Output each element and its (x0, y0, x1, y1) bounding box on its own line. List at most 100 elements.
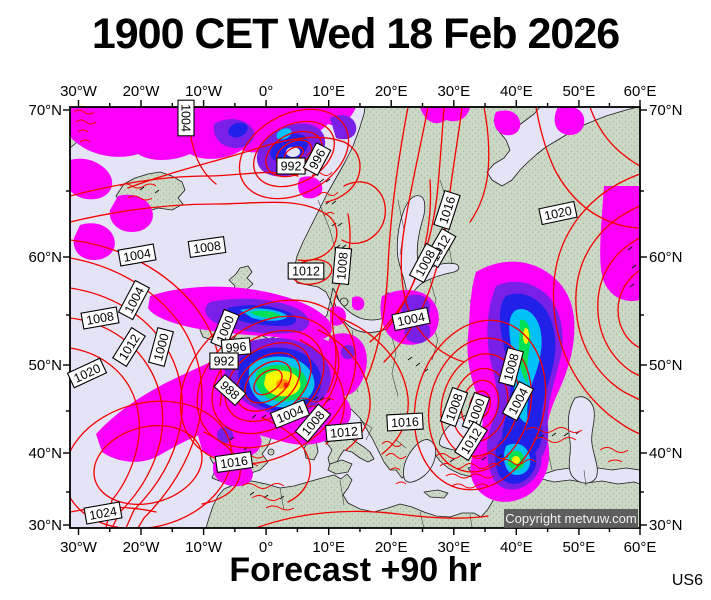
lon-label-top: 40°E (500, 83, 533, 100)
isobar-label: 1004 (391, 306, 431, 332)
lon-label-bottom: 40°E (500, 539, 533, 556)
isobar-label-box (497, 347, 525, 387)
forecast-hour-label: Forecast +90 hr (229, 551, 482, 589)
isobar-label-box (83, 501, 123, 525)
lon-label-bottom: 30°E (437, 539, 470, 556)
isobar-label-box (117, 279, 151, 321)
map-frame (69, 106, 641, 529)
isobar-label-value: 1016 (219, 454, 249, 472)
isobar-label: 992 (209, 352, 239, 370)
isobar-label-box (454, 420, 488, 462)
copyright-badge: Copyright metvuw.com (504, 509, 638, 528)
isobar-label-box (538, 200, 578, 226)
chart-title: 1900 CET Wed 18 Feb 2026 (91, 10, 620, 58)
isobar-label: 996 (302, 142, 332, 176)
isobar-label-box (439, 386, 469, 428)
model-id-label: US6 (671, 572, 703, 589)
lon-label-bottom: 0° (259, 539, 273, 556)
lon-label-bottom: 30°W (60, 539, 98, 556)
isobar-label-value: 1008 (85, 309, 115, 328)
isobar-label: 1012 (287, 262, 325, 280)
isobar-label: 1016 (433, 189, 461, 231)
isobar-label-value: 996 (225, 340, 247, 356)
lon-label-top: 30°E (437, 83, 470, 100)
axis-layer: 30°W 30°W 20°W 20°W 10°W 10°W 0° 0° 10°E 10°E 20°E… (28, 83, 682, 556)
isobar-label: 1016 (214, 450, 254, 474)
lat-label-left: 70°N (28, 102, 62, 119)
isobar-label: 1004 (117, 243, 157, 267)
isobar-label-value: 1016 (391, 415, 420, 430)
isobar-label: 1012 (324, 421, 364, 443)
isobar-label: 1004 (177, 99, 195, 137)
isobar-label-box (214, 450, 254, 474)
sea-caspian (567, 396, 598, 484)
land-sicily (327, 459, 353, 475)
lat-label-left: 30°N (28, 517, 62, 534)
isobar-label: 1000 (147, 327, 175, 367)
lon-label-bottom: 60°E (624, 539, 657, 556)
isobar-label-value: 1000 (151, 332, 172, 363)
isobar-label: 992 (276, 157, 306, 175)
isobar-label-value: 1008 (192, 239, 222, 257)
isobar-label: 1020 (538, 200, 578, 226)
isobar-label-box (269, 399, 311, 429)
isobar-label-value: 1004 (122, 246, 152, 265)
isobar-label-box (147, 327, 175, 367)
isobar-label-box (331, 246, 353, 286)
isobar-contours (70, 107, 640, 528)
isobar-label-box (408, 242, 442, 284)
isobar-label-box (386, 412, 424, 432)
lon-label-top: 10°W (185, 83, 223, 100)
isobar-label-box (294, 403, 332, 443)
lon-label-top: 30°W (60, 83, 98, 100)
lon-label-top: 10°E (312, 83, 345, 100)
isobar-label: 1008 (331, 246, 353, 286)
lat-label-right: 60°N (649, 249, 683, 266)
lon-label-bottom: 50°E (563, 539, 596, 556)
lat-label-right: 70°N (649, 102, 683, 119)
isobar-label-box (213, 373, 247, 407)
lat-label-left: 40°N (28, 445, 62, 462)
isobar-label-value: 992 (214, 355, 235, 369)
lon-label-top: 20°E (375, 83, 408, 100)
lon-label-bottom: 10°W (185, 539, 223, 556)
isobar-label: 1012 (454, 420, 488, 462)
isobar-label: 1016 (386, 412, 424, 432)
lat-label-left: 50°N (28, 357, 62, 374)
isobar-label: 1008 (80, 306, 120, 330)
isobar-label-box (302, 142, 332, 176)
isobar-label-box (391, 306, 431, 332)
isobar-label: 1008 (187, 235, 227, 259)
isobar-label-value: 1004 (396, 310, 426, 329)
lat-label-right: 50°N (649, 357, 683, 374)
lon-label-bottom: 10°E (312, 539, 345, 556)
map-canvas (70, 107, 640, 528)
isobar-label-box (210, 308, 240, 350)
lon-label-bottom: 20°W (123, 539, 161, 556)
lon-label-top: 60°E (624, 83, 657, 100)
lon-label-top: 0° (259, 83, 273, 100)
isobar-label-box (187, 235, 227, 259)
isobar-label-value: 1020 (543, 204, 573, 223)
isobar-label-box (177, 99, 195, 137)
land-balearics (267, 448, 275, 456)
isobar-label-box (117, 243, 157, 267)
isobar-label-box (112, 326, 146, 368)
isobar-label-box (66, 357, 108, 389)
isobar-label-box (433, 189, 461, 231)
lon-label-top: 20°W (123, 83, 161, 100)
isobar-label-value: 1012 (292, 265, 320, 279)
isobar-label: 1008 (497, 347, 525, 387)
isobar-label: 1008 (439, 386, 469, 428)
sea-aegean (403, 439, 437, 483)
land-crete (423, 489, 449, 499)
isobar-label-box (324, 421, 364, 443)
isobar-label-value: 1004 (179, 104, 193, 132)
isobar-label-value: 992 (281, 160, 302, 174)
lat-label-right: 40°N (649, 445, 683, 462)
isobar-label-value: 1012 (330, 424, 359, 440)
isobar-label-box (287, 262, 325, 280)
